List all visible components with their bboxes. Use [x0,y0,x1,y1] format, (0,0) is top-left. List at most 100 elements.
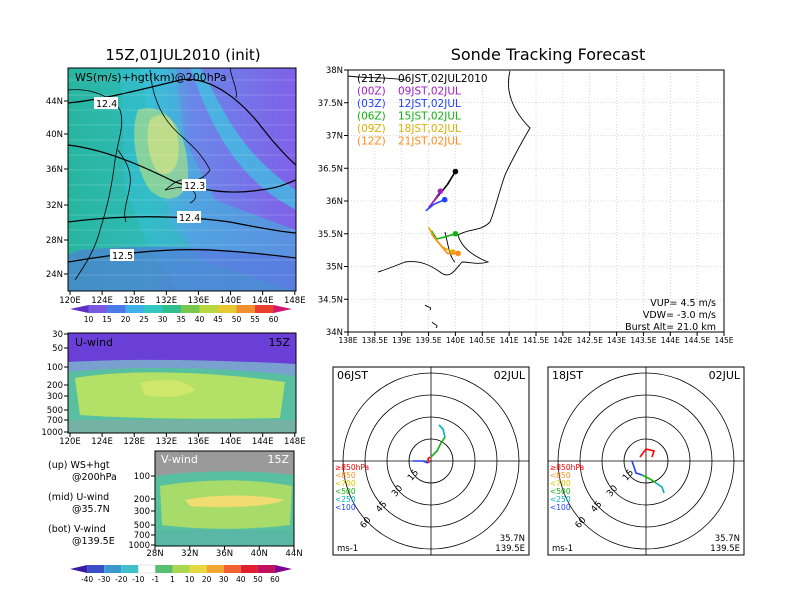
hodograph-date: 02JUL [709,369,741,382]
colorbar-tick-label: 40 [195,315,205,324]
uwind-lon-tick-label: 128E [123,437,145,447]
uwind-p-tick-label: 500 [47,406,63,416]
uwind-p-tick-label: 1000 [41,428,63,438]
vwind-lat-tick-label: 32N [181,549,198,559]
map-lon-tick-label: 136E [188,296,210,306]
vwind-time: 15Z [267,453,289,466]
vwind-lower-band [155,530,294,546]
wind-colorbar-tick-label: 40 [236,575,246,584]
wind-colorbar-swatch [104,565,122,573]
hodograph-level: <250 [550,495,571,504]
hodograph-trace [641,474,657,484]
uwind-p-tick-label: 30 [52,330,63,340]
trajectory-track [427,190,442,209]
hodograph-trace [639,448,656,458]
uwind-lower-gray [68,420,296,433]
uwind-p-tick-label: 700 [47,416,63,426]
left-title: 15Z,01JUL2010 (init) [105,46,260,64]
colorbar-tick-label: 25 [139,315,149,324]
vwind-p-tick-label: 200 [134,495,150,505]
vwind-p-tick-label: 500 [134,521,150,531]
launch-code: (03Z) [357,98,386,110]
colorbar-tick-label: 50 [232,315,242,324]
colorbar-swatch [273,305,292,313]
hodograph-trace [438,424,446,438]
wind-colorbar-swatch [189,565,207,573]
wind-colorbar-tick-label: 30 [219,575,229,584]
hodograph-trace [413,460,429,464]
colorbar-swatch [181,305,200,313]
trajectory-track [425,198,446,212]
vwind-lat-tick-label: 44N [285,549,302,559]
uwind-lon-tick-label: 124E [91,437,113,447]
wind-colorbar-swatch [70,565,88,573]
hodograph-date: 02JUL [494,369,526,382]
jet-core-green [134,108,189,199]
uwind-lon-tick-label: 144E [252,437,274,447]
uwind-p-tick-label: 200 [47,381,63,391]
traj-lon-tick-label: 140E [446,336,465,345]
traj-lon-tick-label: 143E [607,336,626,345]
colorbar-tick-label: 45 [213,315,223,324]
launch-time: 21JST,02JUL [398,136,461,148]
wind-colorbar-tick-label: -30 [98,575,110,584]
hodograph-level: <850 [335,471,356,480]
uwind-lon-tick-label: 132E [156,437,178,447]
launch-legend: (21Z) 06JST,02JUL2010 (00Z) 09JST,02JUL (03Z… [357,73,488,148]
wind-colorbar-tick-label: -1 [152,575,160,584]
launch-time: 15JST,02JUL [398,111,461,123]
traj-lon-tick-label: 139E [392,336,411,345]
trajectory-lon-ticks: 138E 138.5E 139E 139.5E 140E 140.5E 141E 141.5E… [338,332,734,345]
trajectory-endpoint [452,230,459,237]
jet-band-east [190,68,296,210]
trajectory-track [430,230,456,240]
trajectory-endpoint [437,188,444,194]
hodograph-unit: ms-1 [552,544,573,554]
traj-lon-tick-label: 140.5E [469,336,495,345]
hodograph-level: <700 [335,479,356,488]
traj-lat-tick-label: 36N [326,197,343,207]
hodograph-lat: 35.7N [715,534,740,544]
traj-lon-tick-label: 144E [661,336,680,345]
hodograph-level: <100 [335,503,356,512]
colorbar-swatch [255,305,274,313]
hodograph-level: ≥850hPa [550,463,584,472]
uwind-lon-tick-label: 120E [59,437,81,447]
trajectory-panel: (21Z) 06JST,02JUL2010 (00Z) 09JST,02JUL (03Z… [318,66,734,345]
wind-colorbar-tick-label: 50 [253,575,263,584]
hodograph-level: <850 [550,471,571,480]
wind-colorbar-tick-label: 20 [202,575,212,584]
colorbar-swatch [144,305,163,313]
hodograph-level: ≥850hPa [335,463,369,472]
trajectory-endpoint [452,168,459,175]
right-title: Sonde Tracking Forecast [451,45,646,64]
wind-colorbar-swatch [223,565,241,573]
traj-lon-tick-label: 141E [500,336,519,345]
traj-lat-tick-label: 34.5N [318,295,343,305]
wind-colorbar-tick-label: 10 [185,575,195,584]
hodograph-lon: 139.5E [710,544,740,554]
traj-lon-tick-label: 145E [714,336,733,345]
colorbar-tick-label: 55 [250,315,260,324]
vwind-p-tick-label: 100 [134,472,150,482]
map-frame [67,67,297,292]
hodograph-time: 06JST [337,369,368,382]
wind-map-panel: WS(m/s)+hgt(km)@200hPa 12.4 12.3 12.4 12… [46,67,306,324]
param-vup: VUP= 4.5 m/s [650,298,716,309]
contour-label-1: 12.4 [96,99,117,110]
hodograph-trace [631,460,643,476]
traj-lon-tick-label: 144.5E [684,336,710,345]
vwind-p-tick-label: 700 [134,531,150,541]
trajectory-track [430,233,459,255]
map-lat-tick-label: 32N [46,201,63,211]
traj-lon-tick-label: 142E [553,336,572,345]
legend-up-b: @200hPa [72,472,117,483]
wind-colorbar-swatch [240,565,258,573]
hodograph-time: 18JST [552,369,583,382]
colorbar-swatch [88,305,107,313]
wind-colorbar: -40 -30 -20 -10 -1 1 10 20 30 40 50 60 [70,564,292,584]
map-lat-tick-label: 36N [46,165,63,175]
wind-colorbar-tick-label: -10 [132,575,144,584]
